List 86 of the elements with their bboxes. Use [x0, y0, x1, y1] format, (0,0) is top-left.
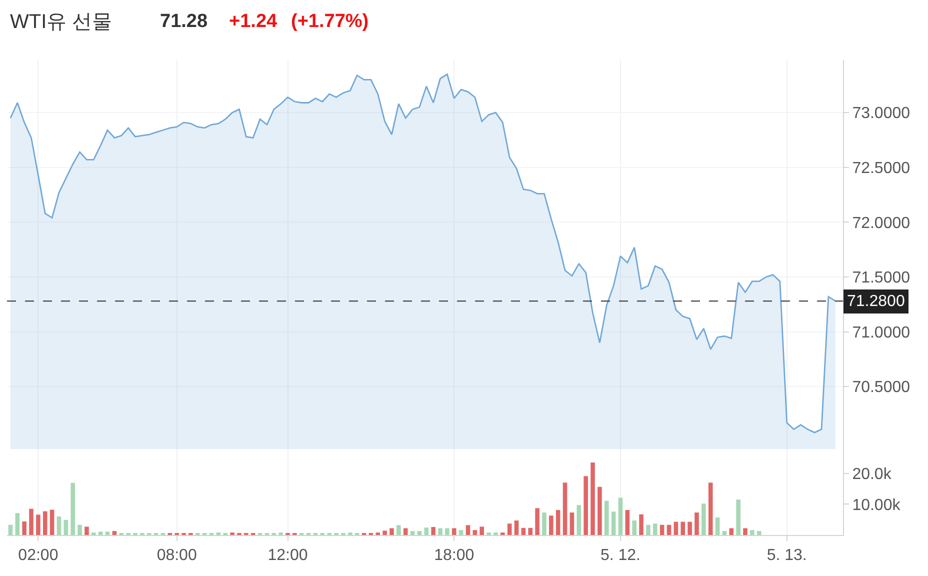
bar [403, 528, 408, 535]
bar [105, 532, 110, 535]
bar [84, 526, 89, 535]
bar [756, 530, 762, 535]
bar [598, 486, 602, 535]
ref-line-label: 71.2800 [847, 293, 905, 310]
bar [472, 530, 478, 535]
bar [382, 530, 387, 535]
bar [458, 530, 464, 535]
bar [736, 500, 740, 535]
bar [625, 510, 630, 535]
bar [390, 528, 394, 535]
bar [639, 514, 644, 535]
bar [570, 512, 574, 535]
bar [15, 513, 20, 535]
bar [632, 520, 636, 535]
bar [466, 525, 470, 535]
bar [396, 525, 401, 535]
x-tick-label: 18:00 [434, 547, 474, 564]
bar [452, 528, 456, 535]
bar [680, 522, 686, 535]
bar [660, 524, 664, 535]
x-tick-label: 5. 13. [766, 547, 807, 564]
bar [528, 528, 533, 535]
bar [576, 505, 582, 535]
text: (+1.77%) [291, 11, 369, 32]
bar [42, 511, 48, 535]
bar [514, 520, 519, 535]
bar [556, 510, 560, 535]
y-tick-label: 72.0000 [852, 214, 910, 232]
bar [729, 528, 734, 535]
text: +1.24 [229, 11, 278, 32]
bar [417, 530, 422, 535]
bar [694, 512, 699, 535]
x-tick-label: 08:00 [156, 547, 197, 564]
y-tick-label: 71.0000 [852, 324, 910, 342]
bar [688, 522, 692, 535]
bar [64, 520, 68, 535]
bar [445, 528, 450, 535]
bar [584, 476, 588, 535]
text: 71.28 [160, 11, 208, 32]
bar [78, 524, 82, 535]
bar [98, 532, 103, 535]
y-tick-label: 72.5000 [852, 160, 910, 177]
bar [750, 530, 754, 535]
bar [8, 524, 13, 535]
y-tick-label: 71.5000 [852, 270, 910, 287]
bar [29, 508, 34, 535]
bar [611, 512, 616, 535]
bar [410, 530, 415, 535]
bar [480, 526, 484, 535]
bar [535, 508, 540, 535]
bar [112, 530, 117, 535]
bar [70, 482, 75, 535]
bar [604, 500, 609, 535]
bar [50, 510, 54, 535]
bar [521, 528, 526, 535]
chart-title: WTI유 선물 [10, 11, 112, 33]
bar [424, 528, 429, 535]
bar [743, 528, 748, 535]
bar [666, 524, 672, 535]
bar [646, 524, 650, 535]
x-tick-label: 12:00 [268, 547, 308, 564]
bar [674, 522, 678, 535]
bar [549, 516, 554, 535]
bar [56, 516, 62, 535]
bar [431, 526, 436, 535]
bar [562, 482, 568, 535]
bar [722, 530, 727, 535]
bar [702, 504, 706, 535]
y-tick-label: 10.00k [852, 496, 902, 514]
x-tick-label: 5. 12. [600, 547, 640, 564]
y-tick-label: 70.5000 [852, 379, 910, 396]
bar [652, 524, 658, 535]
bar [618, 498, 623, 535]
bar [36, 514, 40, 535]
x-tick-label: 02:00 [18, 547, 58, 564]
bar [590, 462, 595, 535]
bar [507, 524, 512, 535]
y-tick-label: 73.0000 [852, 105, 910, 122]
bar [438, 528, 442, 535]
bar [715, 517, 720, 535]
bar [542, 512, 546, 535]
y-tick-label: 20.0k [852, 466, 892, 483]
bar [708, 482, 713, 535]
bar [22, 521, 26, 535]
